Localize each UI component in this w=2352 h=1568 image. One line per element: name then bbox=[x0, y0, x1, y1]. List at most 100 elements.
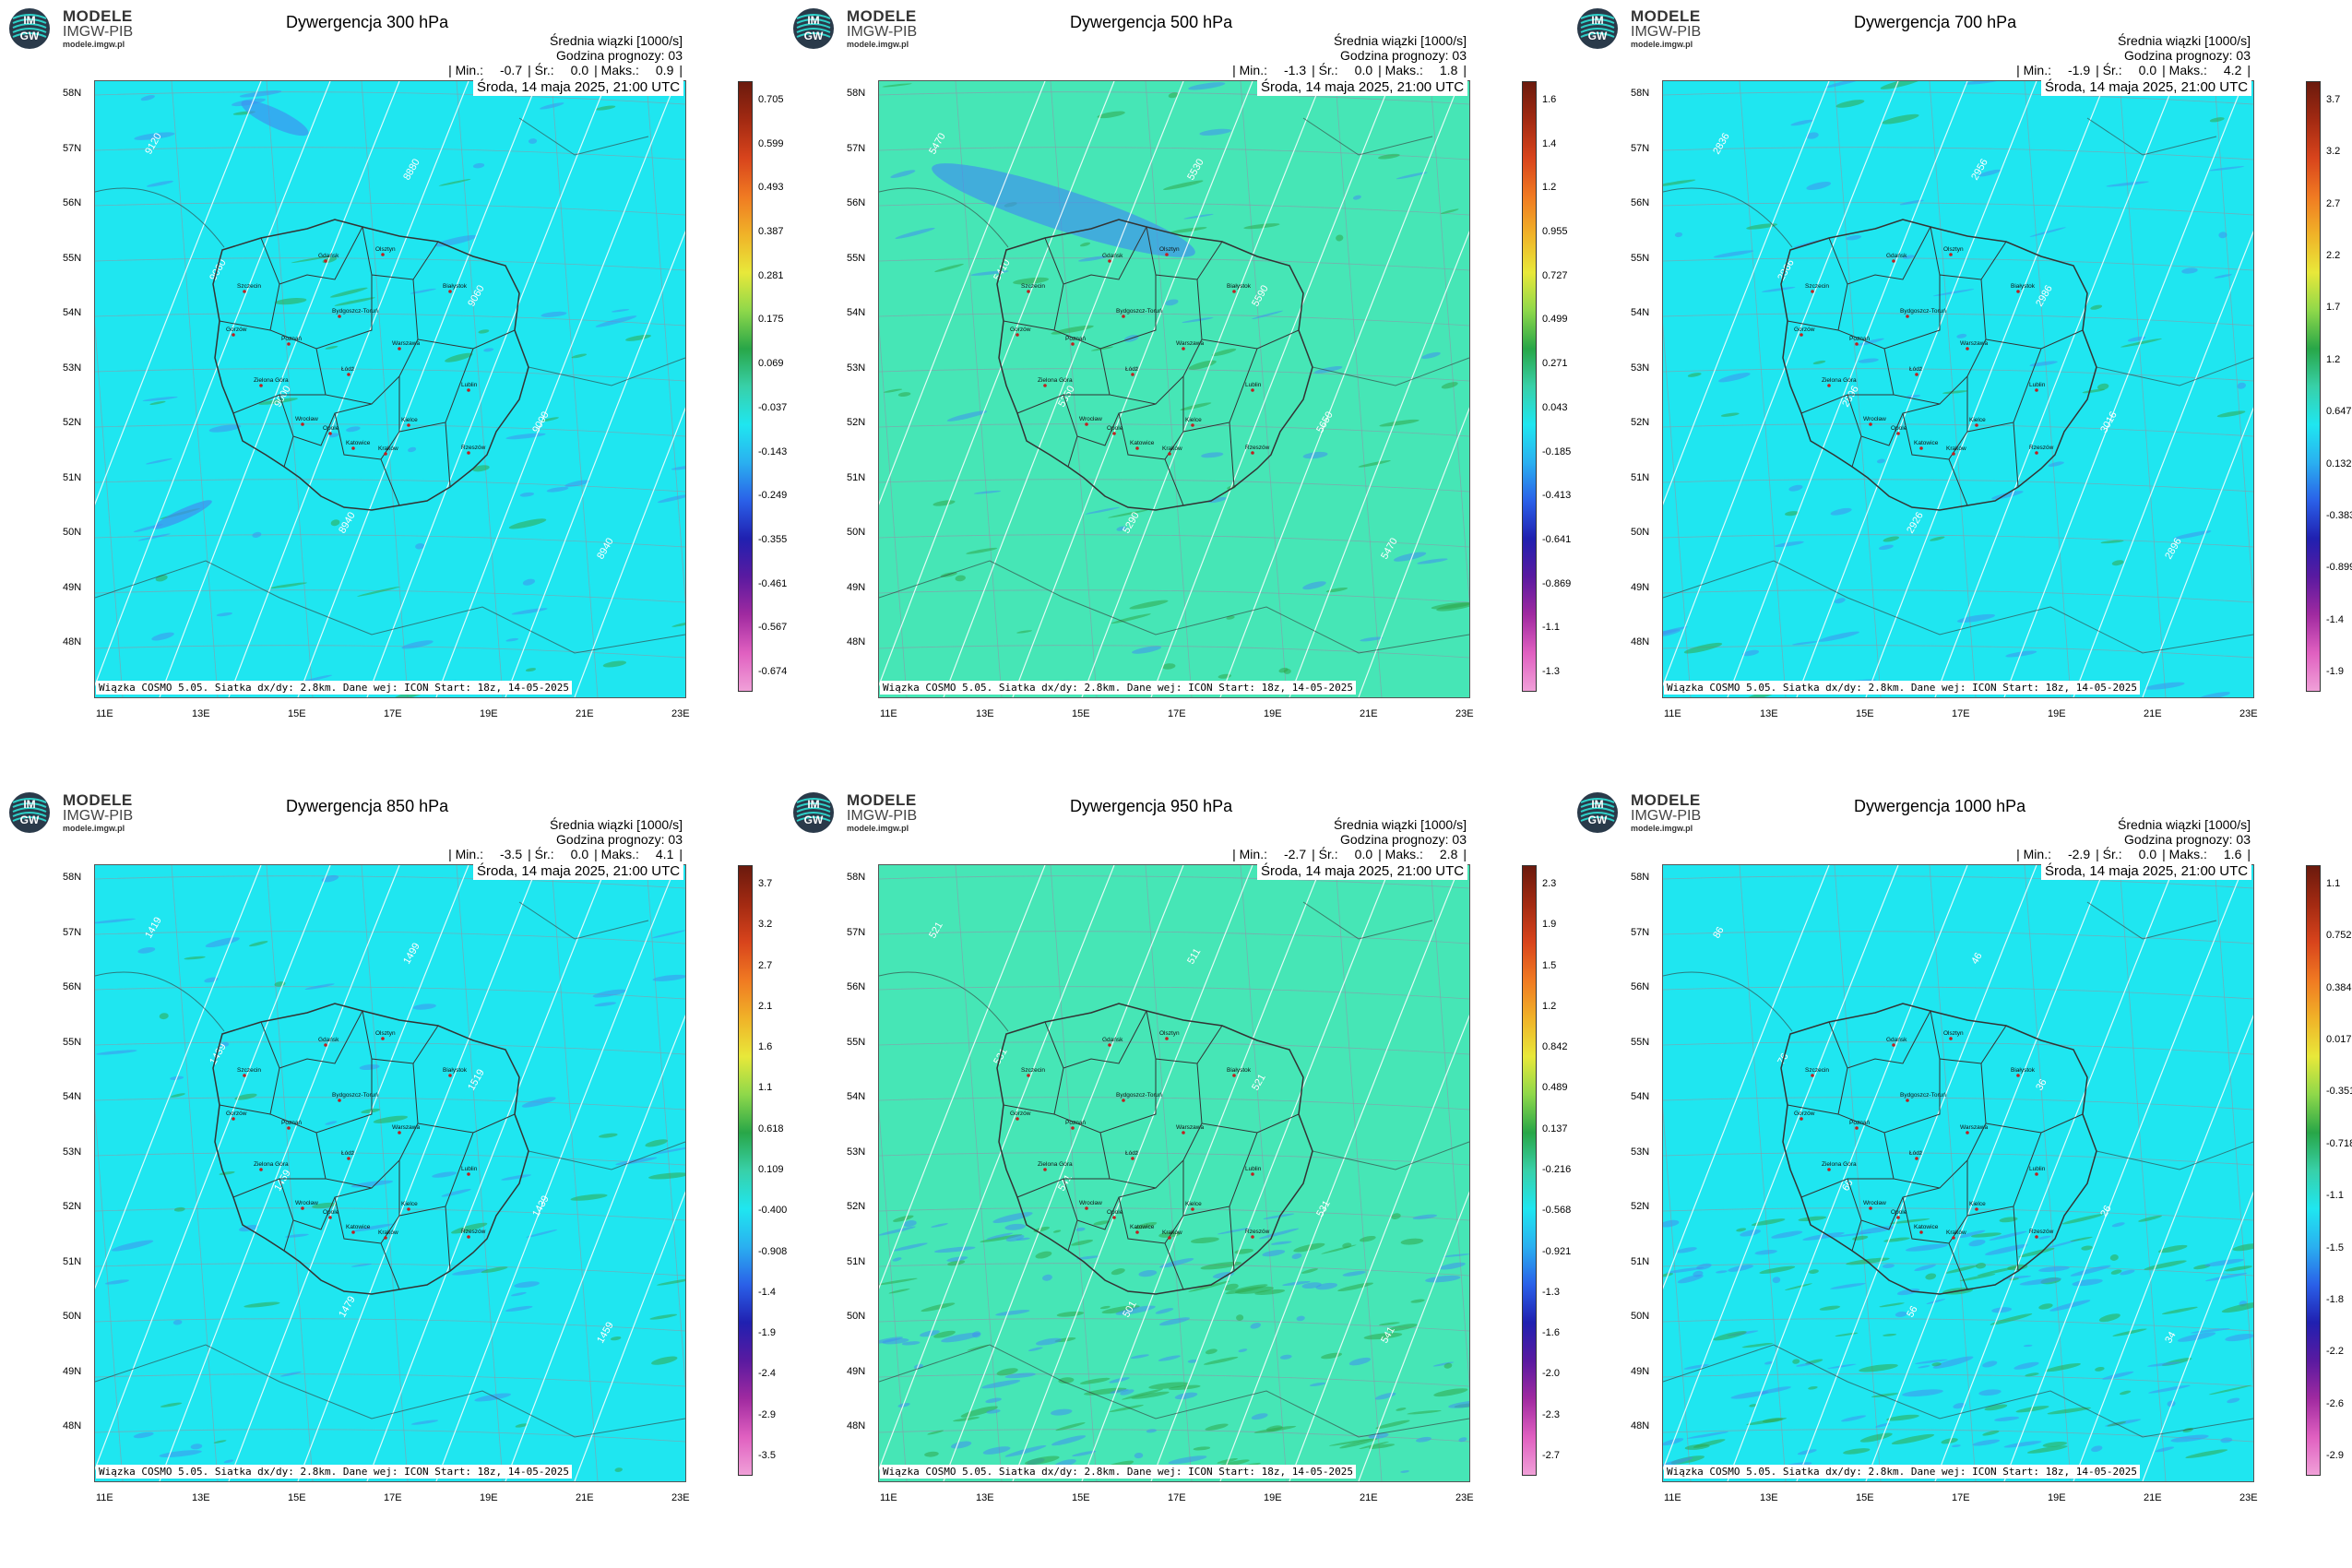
forecast-hour: Godzina prognozy: 03 bbox=[2124, 832, 2251, 847]
colorbar-tick-label: 0.175 bbox=[758, 314, 784, 326]
lon-tick-label: 19E bbox=[480, 1492, 498, 1503]
colorbar-tick-label: -0.461 bbox=[758, 577, 788, 589]
footer-note: Wiązka COSMO 5.05. Siatka dx/dy: 2.8km. … bbox=[880, 681, 1356, 695]
city-label: Zielona Góra bbox=[1822, 1161, 1857, 1168]
city-marker bbox=[1919, 1230, 1923, 1234]
lon-tick-label: 19E bbox=[480, 708, 498, 719]
colorbar-tick-label: 0.137 bbox=[1542, 1123, 1568, 1134]
city-label: Warszawa bbox=[1176, 1124, 1204, 1131]
imgw-logo: IM GW MODELE IMGW-PIB modele.imgw.pl bbox=[6, 6, 144, 52]
city-label: Białystok bbox=[1227, 1067, 1252, 1074]
footer-note: Wiązka COSMO 5.05. Siatka dx/dy: 2.8km. … bbox=[1664, 1465, 2140, 1479]
contour-label: 521 bbox=[927, 921, 945, 941]
stats-row: | Min.: -0.7 | Śr.: 0.0 | Maks.: 0.9 | bbox=[448, 63, 683, 77]
contour-label: 5650 bbox=[1314, 410, 1336, 434]
city-label: Olsztyn bbox=[1943, 1030, 1964, 1037]
city-label: Katowice bbox=[346, 440, 371, 446]
city-label: Kraków bbox=[1946, 445, 1966, 452]
city-label: Zielona Góra bbox=[1822, 377, 1857, 384]
lat-tick-label: 50N bbox=[63, 527, 82, 538]
contour-label: 1479 bbox=[337, 1294, 358, 1319]
date-label: Środa, 14 maja 2025, 21:00 UTC bbox=[1257, 862, 1468, 880]
end-bar: | bbox=[1463, 847, 1467, 861]
city-label: Zielona Góra bbox=[254, 1161, 289, 1168]
city-label: Szczecin bbox=[1805, 1067, 1829, 1074]
colorbar bbox=[2306, 865, 2321, 1476]
city-marker bbox=[1085, 422, 1088, 426]
city-marker bbox=[347, 1157, 350, 1160]
max-label: | Maks.: bbox=[2162, 847, 2207, 861]
contour-label: 2986 bbox=[2034, 283, 2055, 308]
city-label: Gorzów bbox=[1794, 327, 1815, 333]
city-marker bbox=[1085, 1206, 1088, 1210]
forecast-hour: Godzina prognozy: 03 bbox=[1340, 48, 1467, 63]
colorbar-tick-label: -1.8 bbox=[2326, 1293, 2344, 1305]
colorbar-tick-label: 0.647 bbox=[2326, 406, 2352, 418]
lat-tick-label: 48N bbox=[63, 1420, 82, 1431]
contour-label: 521 bbox=[1250, 1073, 1268, 1093]
lat-tick-label: 56N bbox=[1631, 197, 1650, 208]
city-label: Opole bbox=[1891, 425, 1907, 432]
colorbar-tick-label: -3.5 bbox=[758, 1450, 776, 1461]
subtitle: Średnia wiązki [1000/s] bbox=[550, 817, 683, 832]
lat-tick-label: 48N bbox=[1631, 1420, 1650, 1431]
city-label: Bydgoszcz-Toruń bbox=[332, 308, 378, 315]
contour-label: 1439 bbox=[530, 1194, 552, 1218]
city-marker bbox=[1071, 342, 1075, 346]
lat-tick-label: 48N bbox=[847, 636, 866, 647]
map-area: 1419 1439 1459 1479 1499 1519 1439 1459 Gdańsk Ol… bbox=[94, 864, 686, 1482]
contour-label: 8940 bbox=[337, 510, 358, 535]
avg-value: 0.0 bbox=[570, 63, 589, 77]
city-marker bbox=[467, 451, 470, 455]
logo-org: IMGW-PIB bbox=[63, 24, 134, 40]
city-label: Bydgoszcz-Toruń bbox=[332, 1092, 378, 1099]
svg-text:IM: IM bbox=[23, 798, 35, 811]
city-marker bbox=[338, 315, 341, 318]
contour-label: 34 bbox=[2163, 1330, 2179, 1346]
colorbar-tick-label: 0.499 bbox=[1542, 314, 1568, 326]
map-area: 521 531 541 501 511 521 531 541 Gdańsk Olsztyn Bia… bbox=[878, 864, 1470, 1482]
colorbar-tick-label: 2.7 bbox=[2326, 197, 2341, 209]
city-label: Poznań bbox=[1065, 336, 1086, 342]
date-label: Środa, 14 maja 2025, 21:00 UTC bbox=[2041, 78, 2252, 96]
city-marker bbox=[1896, 432, 1900, 435]
colorbar-tick-label: -0.899 bbox=[2326, 562, 2352, 574]
lat-tick-label: 51N bbox=[63, 1255, 82, 1267]
lat-tick-label: 50N bbox=[1631, 527, 1650, 538]
contour-label: 66 bbox=[1840, 1178, 1856, 1194]
city-marker bbox=[1892, 1043, 1895, 1047]
logo-org: IMGW-PIB bbox=[1631, 808, 1702, 824]
lat-tick-label: 58N bbox=[63, 872, 82, 883]
lat-tick-label: 53N bbox=[1631, 1146, 1650, 1158]
city-label: Kielce bbox=[1185, 417, 1202, 423]
lon-tick-label: 11E bbox=[880, 1492, 897, 1503]
city-label: Bydgoszcz-Toruń bbox=[1116, 308, 1162, 315]
city-marker bbox=[328, 432, 332, 435]
city-label: Gorzów bbox=[1794, 1111, 1815, 1117]
city-marker bbox=[328, 1216, 332, 1219]
contour-label: 501 bbox=[1121, 1300, 1139, 1320]
lat-tick-label: 49N bbox=[847, 1365, 866, 1377]
min-label: | Min.: bbox=[2016, 63, 2051, 77]
city-label: Białystok bbox=[2011, 283, 2036, 290]
city-marker bbox=[1027, 290, 1030, 293]
city-label: Kraków bbox=[1946, 1229, 1966, 1236]
logo-url: modele.imgw.pl bbox=[63, 824, 125, 833]
city-marker bbox=[1800, 1117, 1803, 1121]
colorbar-tick-label: -2.6 bbox=[2326, 1397, 2344, 1409]
lon-tick-label: 17E bbox=[384, 708, 402, 719]
colorbar-tick-label: 3.7 bbox=[2326, 94, 2341, 105]
city-label: Kielce bbox=[1185, 1201, 1202, 1207]
stats-row: | Min.: -2.7 | Śr.: 0.0 | Maks.: 2.8 | bbox=[1232, 847, 1467, 861]
city-marker bbox=[1071, 1126, 1075, 1130]
end-bar: | bbox=[679, 63, 683, 77]
contour-label: 5590 bbox=[1250, 283, 1271, 308]
city-marker bbox=[407, 423, 410, 427]
lat-tick-label: 53N bbox=[847, 362, 866, 374]
city-label: Wrocław bbox=[295, 416, 318, 422]
info-block: Średnia wiązki [1000/s] Godzina prognozy:… bbox=[2016, 33, 2251, 77]
city-label: Rzeszów bbox=[1245, 445, 1270, 451]
avg-label: | Śr.: bbox=[1312, 63, 1338, 77]
city-marker bbox=[1869, 1206, 1872, 1210]
contour-label: 531 bbox=[1314, 1199, 1333, 1219]
